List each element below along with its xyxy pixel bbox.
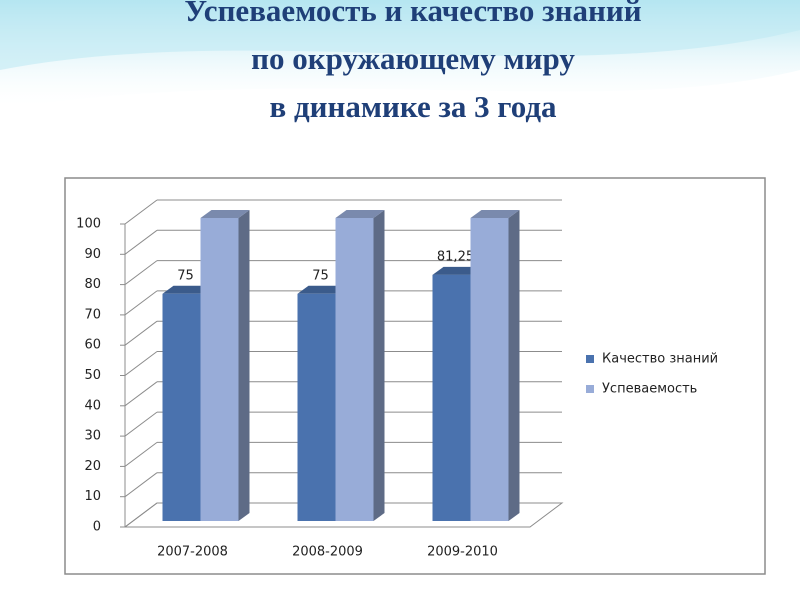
bar	[470, 218, 509, 521]
wave	[0, 0, 800, 70]
grid-line	[124, 502, 158, 528]
y-tick-label: 60	[84, 338, 101, 353]
bar	[297, 293, 336, 521]
grid-line	[124, 441, 158, 467]
y-tick-label: 30	[84, 429, 101, 444]
bar-side	[373, 210, 385, 521]
y-tick-label: 20	[84, 459, 101, 474]
value-label: 75	[177, 268, 194, 283]
value-label: 75	[312, 268, 329, 283]
bar-top	[162, 285, 212, 294]
title-line: по окружающему миру	[251, 41, 575, 76]
legend-label: Успеваемость	[602, 382, 697, 397]
x-tick-label: 2009-2010	[427, 545, 498, 560]
grid-line	[124, 411, 158, 437]
legend-label: Качество знаний	[602, 352, 718, 367]
y-tick-label: 50	[84, 368, 101, 383]
y-tick-label: 10	[84, 489, 101, 504]
title-line: в динамике за 3 года	[269, 89, 557, 124]
grid-line	[124, 320, 158, 346]
y-tick-label: 80	[84, 277, 101, 292]
grid-line	[124, 199, 158, 225]
bar-side	[238, 210, 250, 521]
y-tick-label: 70	[84, 307, 101, 322]
grid-line	[124, 229, 158, 255]
bar-top	[432, 266, 482, 275]
bar	[162, 293, 201, 521]
bar-side	[508, 210, 520, 521]
legend-swatch	[586, 355, 594, 363]
y-tick-label: 40	[84, 398, 101, 413]
legend-swatch	[586, 385, 594, 393]
x-tick-label: 2008-2009	[292, 545, 363, 560]
y-tick-label: 90	[84, 247, 101, 262]
bar	[335, 218, 374, 521]
bar-top	[200, 210, 250, 218]
bar-top	[297, 285, 347, 294]
grid-line	[124, 381, 158, 407]
bar	[200, 218, 239, 521]
grid-line	[124, 260, 158, 286]
title-line: Успеваемость и качество знаний	[184, 0, 641, 28]
bar	[432, 274, 471, 521]
y-tick-label: 0	[93, 520, 101, 535]
value-label: 81,25	[437, 249, 474, 264]
y-tick-label: 100	[76, 217, 101, 232]
grid-line	[124, 290, 158, 316]
x-tick-label: 2007-2008	[157, 545, 228, 560]
bar-top	[470, 210, 520, 218]
bar-top	[335, 210, 385, 218]
grid-line	[124, 472, 158, 498]
grid-line	[124, 351, 158, 376]
chart: 0 10 20 30 40 50 60 70 80 90 100 2007-2008 75 2008-20…	[76, 199, 718, 560]
